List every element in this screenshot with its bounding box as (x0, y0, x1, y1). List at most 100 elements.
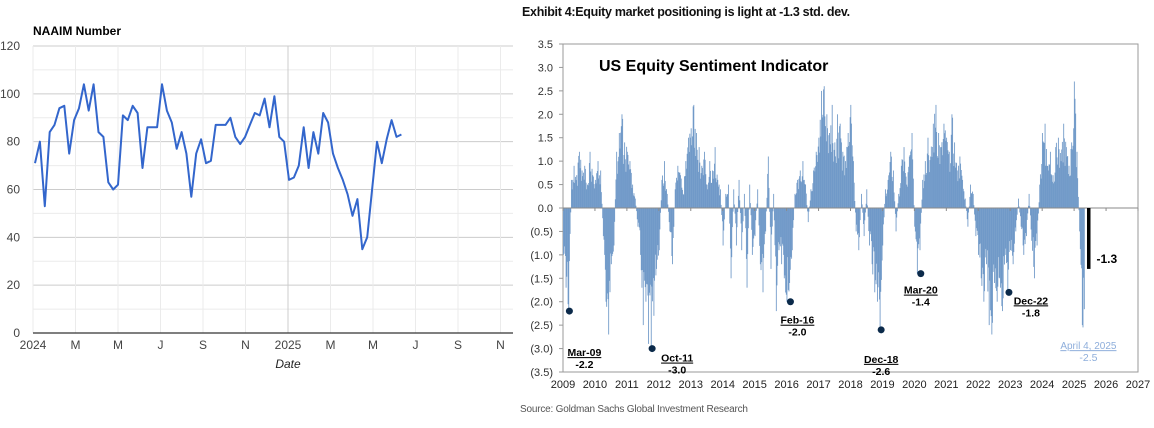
sentiment-bar (735, 208, 737, 246)
sentiment-bar (756, 203, 758, 208)
sentiment-x-tick-label: 2025 (1062, 379, 1086, 391)
sentiment-bar (1067, 156, 1069, 208)
sentiment-bar (710, 183, 712, 208)
sentiment-bar (961, 175, 963, 208)
sentiment-bar (992, 208, 994, 272)
sentiment-bar (1078, 208, 1080, 211)
sentiment-bar (675, 182, 677, 208)
sentiment-bar (932, 147, 934, 208)
sentiment-bar (636, 208, 638, 220)
sentiment-x-tick-label: 2014 (710, 379, 734, 391)
sentiment-bar (1033, 208, 1035, 279)
sentiment-bar (1028, 205, 1029, 208)
sentiment-bar (883, 208, 885, 218)
sentiment-bar (745, 208, 747, 259)
sentiment-bar (717, 179, 719, 208)
sentiment-bar (667, 204, 669, 208)
sentiment-bar (578, 151, 580, 208)
sentiment-bar (670, 208, 671, 233)
sentiment-bar (696, 133, 697, 208)
sentiment-bar (679, 172, 681, 208)
sentiment-bar (706, 184, 708, 208)
sentiment-bar (716, 174, 718, 208)
sentiment-bar (590, 181, 592, 208)
annotation-marker (786, 298, 794, 306)
sentiment-bar (882, 208, 884, 246)
sentiment-bar (595, 183, 597, 208)
sentiment-bar (566, 208, 568, 277)
sentiment-bar (875, 208, 877, 285)
sentiment-bar (866, 189, 868, 208)
sentiment-bar (795, 195, 797, 208)
sentiment-bar (983, 208, 985, 302)
sentiment-bar (780, 208, 782, 238)
sentiment-bar (1077, 196, 1079, 208)
sentiment-bar (922, 188, 924, 208)
sentiment-bar (798, 178, 800, 208)
sentiment-bar (902, 160, 904, 208)
sentiment-chart-title: US Equity Sentiment Indicator (599, 58, 828, 75)
sentiment-bar (584, 165, 586, 208)
sentiment-chart: Exhibit 4:Equity market positioning is l… (515, 0, 1154, 423)
sentiment-bar (813, 170, 814, 208)
sentiment-bar (845, 168, 847, 208)
sentiment-bar (886, 189, 888, 208)
sentiment-bar (628, 169, 630, 208)
sentiment-y-tick-label: 2.5 (538, 86, 553, 98)
sentiment-bar (994, 208, 996, 269)
sentiment-bar (934, 113, 936, 208)
sentiment-bar (781, 208, 783, 244)
annotation-marker (917, 270, 925, 278)
sentiment-bar (563, 208, 564, 255)
sentiment-bar (666, 193, 668, 208)
annotation-marker (648, 345, 656, 353)
sentiment-bar (834, 142, 836, 208)
sentiment-bar (631, 188, 633, 208)
sentiment-bar (996, 208, 998, 302)
sentiment-bar (598, 178, 600, 208)
sentiment-bar (894, 201, 896, 208)
sentiment-bar (739, 200, 741, 208)
sentiment-bar (951, 114, 953, 208)
sentiment-bar (672, 208, 673, 265)
sentiment-bar (1069, 175, 1071, 208)
sentiment-bar (841, 142, 842, 208)
sentiment-bar (678, 172, 680, 208)
sentiment-bar (574, 182, 576, 208)
naaim-x-tick-label: S (454, 338, 462, 352)
sentiment-bar (648, 208, 650, 344)
sentiment-bar (656, 208, 657, 269)
sentiment-bar (714, 163, 715, 208)
sentiment-bar (953, 166, 955, 208)
sentiment-bar (868, 208, 870, 232)
sentiment-bar (1062, 162, 1064, 208)
sentiment-bar (1049, 164, 1051, 208)
sentiment-bar (831, 152, 832, 208)
sentiment-bar (651, 208, 653, 287)
sentiment-bar (986, 208, 987, 265)
sentiment-bar (751, 208, 753, 230)
sentiment-bar (1029, 206, 1031, 208)
sentiment-bar (570, 208, 572, 213)
sentiment-bar (950, 163, 952, 208)
sentiment-bar (632, 195, 634, 208)
sentiment-bar (791, 208, 793, 259)
sentiment-x-axis: 2009 2010 2011 2012 2013 2014 2015 2016 2017 2018… (551, 379, 1150, 391)
sentiment-bar (835, 163, 837, 208)
sentiment-bar (943, 123, 945, 208)
sentiment-bar (900, 165, 902, 208)
sentiment-bar (807, 208, 809, 212)
sentiment-bar (899, 188, 901, 208)
sentiment-bar (1075, 167, 1077, 208)
sentiment-bar (729, 208, 731, 249)
sentiment-y-tick-label: (2.0) (530, 297, 553, 309)
sentiment-bar (613, 208, 615, 246)
sentiment-bar (976, 208, 977, 229)
sentiment-bar (898, 196, 900, 208)
sentiment-bar (896, 208, 898, 218)
sentiment-bar (979, 208, 981, 258)
sentiment-bar (619, 148, 621, 208)
sentiment-bar (681, 187, 683, 208)
sentiment-bar (789, 208, 791, 270)
sentiment-bar (747, 208, 749, 255)
